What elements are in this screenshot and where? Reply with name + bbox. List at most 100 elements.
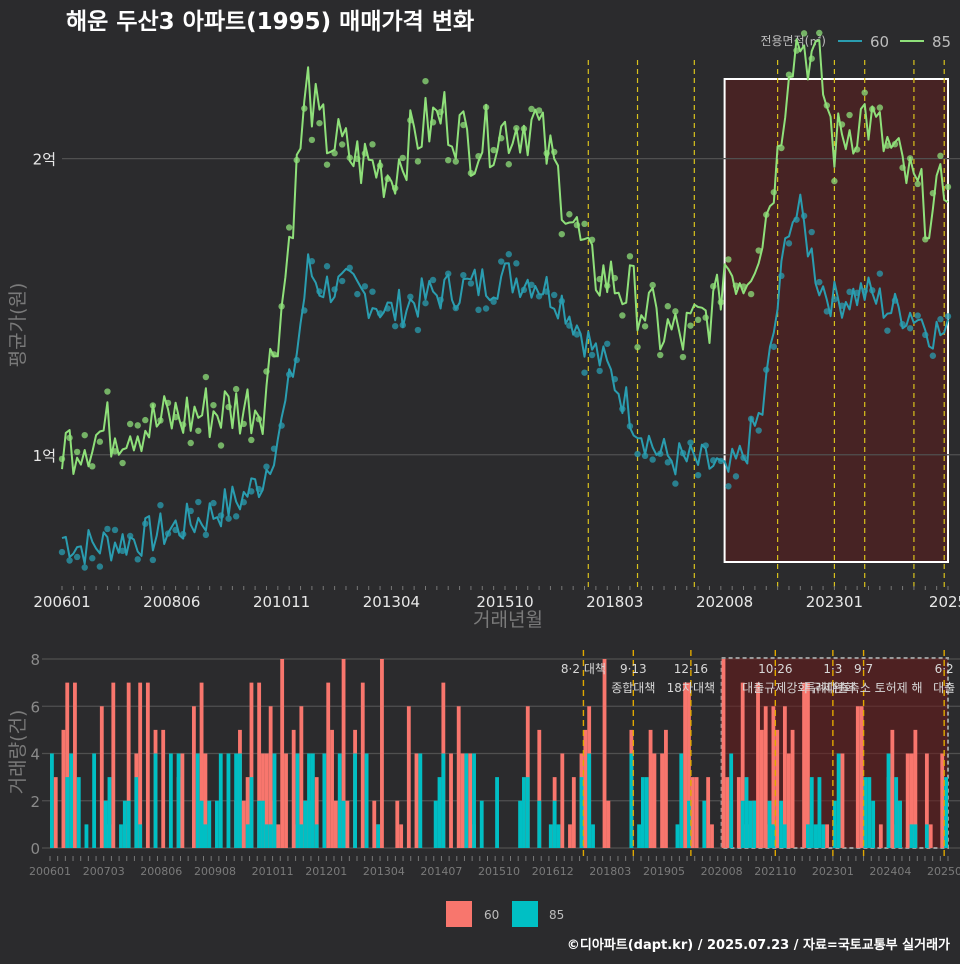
price-point-60 — [498, 258, 505, 265]
price-x-tick-label: 201011 — [253, 593, 310, 611]
policy-sublabel: 대출규제강화 — [742, 681, 808, 695]
volume-bar-85 — [264, 824, 269, 848]
volume-bar-85 — [522, 777, 526, 848]
price-point-85 — [467, 169, 475, 177]
price-point-60 — [202, 531, 210, 539]
volume-bar-60 — [683, 682, 688, 848]
price-point-85 — [263, 368, 270, 375]
price-point-60 — [906, 325, 914, 332]
price-point-85 — [384, 175, 391, 183]
price-point-85 — [619, 312, 626, 319]
price-point-60 — [823, 308, 831, 315]
volume-bar-60 — [740, 682, 745, 848]
volume-bar-60 — [687, 682, 691, 848]
price-point-60 — [672, 480, 679, 487]
price-point-60 — [232, 513, 240, 520]
price-point-60 — [566, 322, 573, 329]
price-point-85 — [475, 152, 482, 160]
policy-label: 12·16 — [674, 662, 708, 676]
price-point-85 — [149, 402, 157, 409]
volume-bar-85 — [752, 800, 757, 848]
price-point-60 — [763, 366, 770, 373]
price-point-60 — [240, 499, 247, 506]
price-point-60 — [604, 340, 611, 347]
price-point-85 — [210, 401, 217, 409]
volume-bar-85 — [153, 753, 158, 848]
price-point-85 — [816, 29, 823, 37]
volume-bar-60 — [583, 729, 588, 848]
price-point-60 — [96, 563, 104, 570]
volume-bar-85 — [552, 800, 557, 848]
volume-bar-60 — [721, 659, 726, 848]
volume-bar-85 — [894, 777, 899, 848]
volume-bar-85 — [134, 777, 139, 848]
price-point-60 — [429, 276, 437, 284]
price-point-85 — [596, 275, 603, 283]
price-point-60 — [505, 251, 512, 258]
volume-bar-85 — [92, 753, 97, 848]
price-point-85 — [687, 322, 694, 329]
volume-bar-60 — [928, 824, 933, 848]
price-point-85 — [717, 298, 725, 306]
price-point-60 — [619, 405, 626, 413]
price-point-60 — [255, 485, 263, 493]
volume-bar-60 — [456, 706, 461, 848]
price-x-tick-label: 202008 — [696, 593, 753, 611]
volume-bar-85 — [364, 753, 369, 848]
price-point-60 — [316, 288, 323, 295]
price-point-60 — [899, 321, 906, 328]
price-point-60 — [111, 526, 119, 534]
volume-bar-60 — [710, 824, 714, 848]
price-point-85 — [694, 316, 702, 324]
price-point-60 — [944, 313, 952, 320]
price-point-60 — [528, 281, 535, 289]
volume-y-tick-label: 6 — [30, 698, 40, 716]
volume-x-tick-label: 202301 — [812, 865, 854, 878]
legend-bar-swatch-85 — [512, 901, 538, 927]
price-point-85 — [301, 105, 308, 112]
price-point-60 — [838, 302, 846, 309]
volume-bar-60 — [909, 753, 914, 848]
volume-bar-85 — [299, 824, 304, 848]
price-point-85 — [785, 71, 793, 78]
price-legend: 전용면적(㎡) 60 85 — [760, 33, 951, 51]
price-point-60 — [369, 288, 376, 295]
legend-label-85: 85 — [932, 33, 951, 51]
volume-bar-60 — [568, 824, 572, 848]
volume-bar-60 — [806, 682, 810, 848]
volume-y-tick-label: 4 — [30, 746, 40, 764]
price-point-60 — [104, 525, 111, 533]
price-point-60 — [785, 240, 793, 247]
volume-bar-85 — [103, 800, 108, 848]
volume-bar-85 — [779, 800, 783, 848]
price-point-60 — [664, 459, 672, 466]
volume-bar-60 — [245, 777, 250, 848]
volume-x-tick-label: 201011 — [252, 865, 294, 878]
volume-bar-85 — [441, 753, 446, 848]
volume-bar-60 — [449, 753, 453, 848]
price-y-axis-label: 평균가(원) — [7, 283, 29, 368]
volume-bar-85 — [238, 753, 242, 848]
volume-bar-85 — [353, 753, 357, 848]
price-point-60 — [331, 286, 338, 293]
price-point-60 — [710, 457, 717, 464]
price-point-85 — [641, 323, 649, 330]
volume-bar-85 — [84, 824, 89, 848]
price-point-60 — [778, 272, 785, 280]
price-point-85 — [793, 47, 800, 54]
volume-x-tick-label: 202110 — [754, 865, 796, 878]
volume-bar-60 — [161, 729, 166, 848]
volume-bar-60 — [660, 753, 665, 848]
price-point-60 — [679, 449, 687, 457]
price-point-85 — [551, 148, 558, 156]
volume-bar-60 — [725, 777, 730, 848]
price-point-85 — [119, 459, 126, 467]
price-point-85 — [134, 422, 141, 429]
volume-bar-60 — [859, 706, 864, 848]
volume-bar-60 — [249, 682, 254, 848]
price-point-85 — [498, 135, 505, 142]
volume-x-tick-label: 200806 — [140, 865, 182, 878]
volume-bar-60 — [372, 800, 377, 848]
volume-bar-85 — [740, 800, 745, 848]
price-point-85 — [157, 417, 164, 424]
